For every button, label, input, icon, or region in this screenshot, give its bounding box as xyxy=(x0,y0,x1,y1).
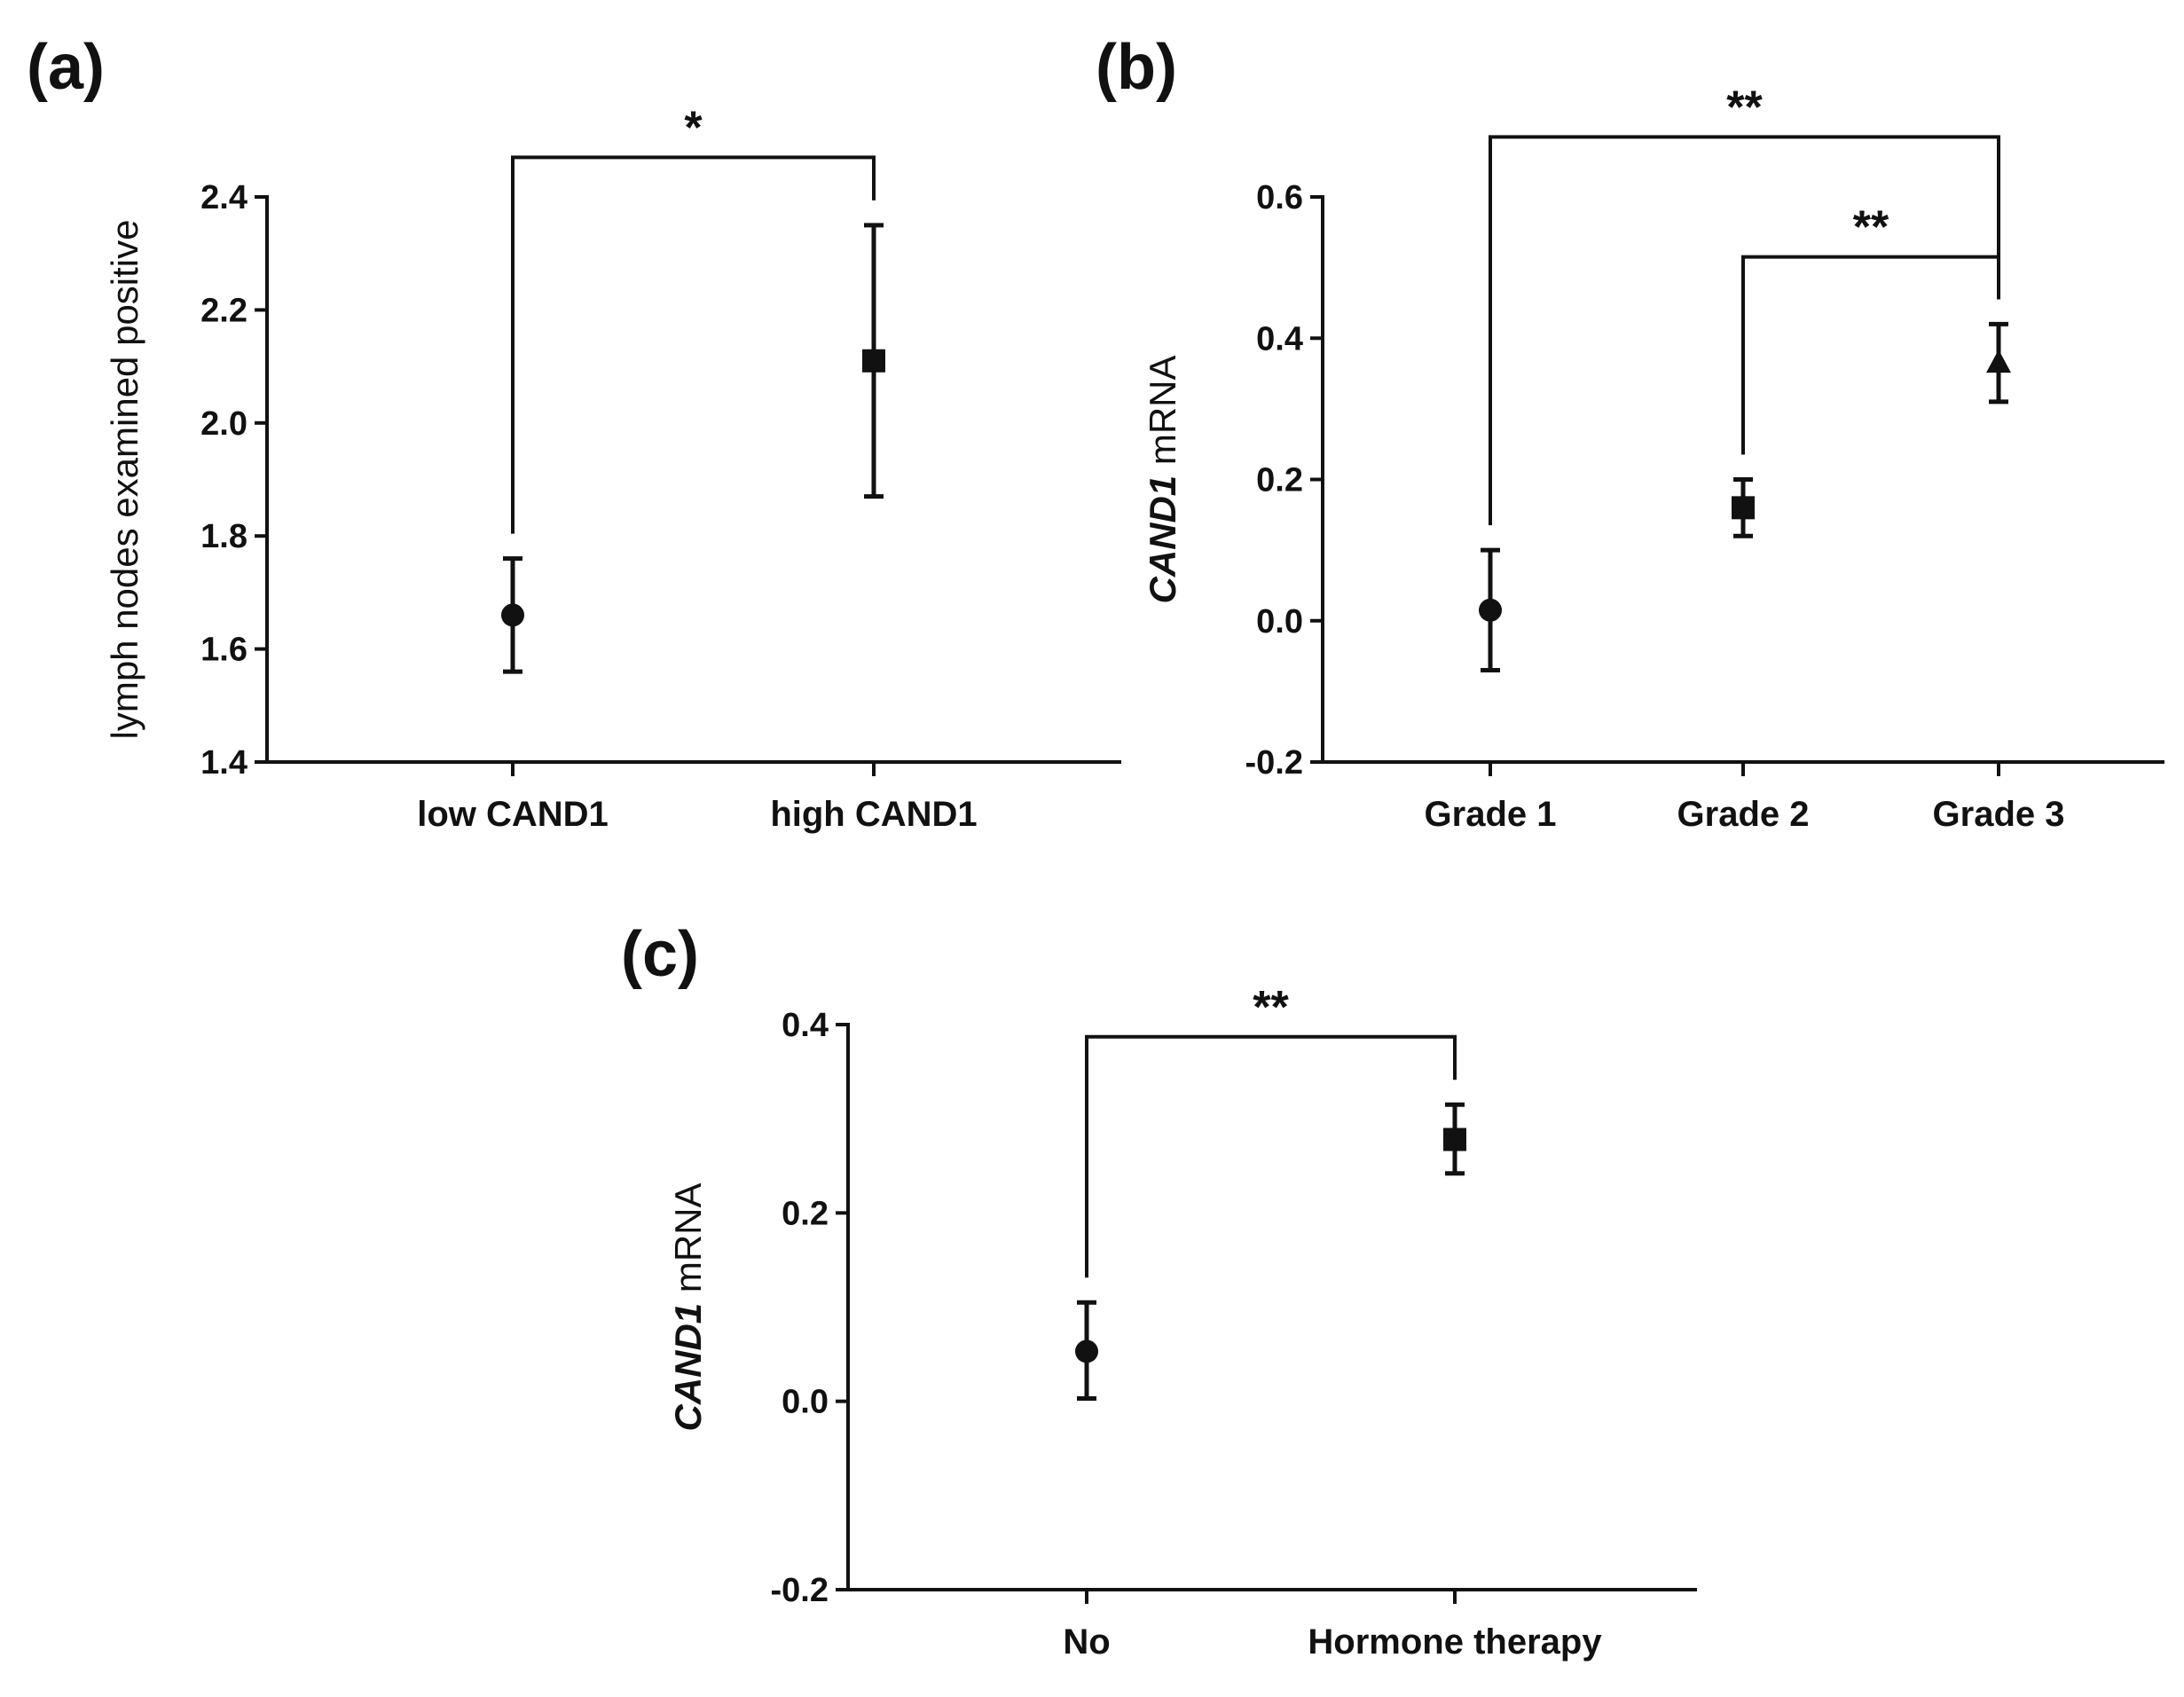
data-point-circle xyxy=(1075,1340,1098,1363)
y-tick-label: -0.2 xyxy=(771,1572,829,1609)
x-tick-label: Grade 3 xyxy=(1933,795,2065,834)
panel-label: (c) xyxy=(621,919,699,990)
y-axis-label: lymph nodes examined positive xyxy=(104,220,145,740)
x-tick-label: No xyxy=(1063,1622,1110,1662)
x-tick-label: low CAND1 xyxy=(417,795,609,834)
y-tick-label: 2.4 xyxy=(200,179,247,216)
y-tick-label: 1.8 xyxy=(200,518,247,555)
significance-bracket xyxy=(1085,1034,1457,1278)
y-axis-label-part: lymph nodes examined positive xyxy=(104,220,145,740)
data-point-circle xyxy=(1479,598,1502,622)
significance-bracket xyxy=(1741,255,2000,455)
chart-panel-1: (a) 1.4 1.6 1.8 2.0 2.2 2.4 lymph nodes examine… xyxy=(27,32,1121,834)
data-point-square xyxy=(1443,1127,1466,1151)
significance-bracket xyxy=(1489,135,2000,526)
panel-label: (a) xyxy=(27,32,105,103)
y-tick-label: 0.6 xyxy=(1256,179,1303,216)
y-tick-label: 2.0 xyxy=(200,405,247,443)
significance-bracket xyxy=(511,155,876,534)
data-point-square xyxy=(1732,496,1755,520)
y-axis-label: CAND1 mRNA xyxy=(1142,355,1183,603)
significance-label: ** xyxy=(1253,982,1289,1033)
y-axis-label-part: CAND1 xyxy=(1142,475,1183,604)
significance-label: ** xyxy=(1853,202,1889,254)
chart-panel-3: (c) -0.2 0.0 0.2 0.4 CAND1 mRNA No Hormone ther… xyxy=(621,919,1697,1662)
y-tick-label: 0.0 xyxy=(1256,603,1303,640)
chart-panel-2: (b) -0.2 0.0 0.2 0.4 0.6 CAND1 mRNA Grade 1 Grad… xyxy=(1096,32,2164,834)
panel-label: (b) xyxy=(1096,32,1177,103)
x-tick-label: Hormone therapy xyxy=(1308,1622,1602,1662)
data-point-square xyxy=(862,349,885,373)
data-point-triangle xyxy=(1986,350,2011,373)
y-tick-label: 0.2 xyxy=(782,1195,829,1232)
y-axis-label-part: CAND1 xyxy=(667,1303,709,1432)
y-tick-label: -0.2 xyxy=(1245,744,1303,782)
x-tick-label: Grade 1 xyxy=(1425,795,1557,834)
y-axis-label: CAND1 mRNA xyxy=(667,1182,709,1431)
y-tick-label: 0.4 xyxy=(1256,320,1303,357)
y-tick-label: 1.4 xyxy=(200,744,247,782)
x-tick-label: Grade 2 xyxy=(1677,795,1810,834)
y-axis-label-part: mRNA xyxy=(667,1182,709,1302)
y-tick-label: 0.2 xyxy=(1256,462,1303,499)
data-point-circle xyxy=(501,603,524,627)
y-tick-label: 1.6 xyxy=(200,632,247,669)
y-tick-label: 2.2 xyxy=(200,292,247,329)
y-axis-label-part: mRNA xyxy=(1142,355,1183,475)
x-tick-label: high CAND1 xyxy=(770,795,977,834)
significance-label: ** xyxy=(1726,82,1763,133)
y-tick-label: 0.0 xyxy=(782,1384,829,1421)
significance-label: * xyxy=(684,102,703,153)
y-tick-label: 0.4 xyxy=(782,1007,829,1044)
